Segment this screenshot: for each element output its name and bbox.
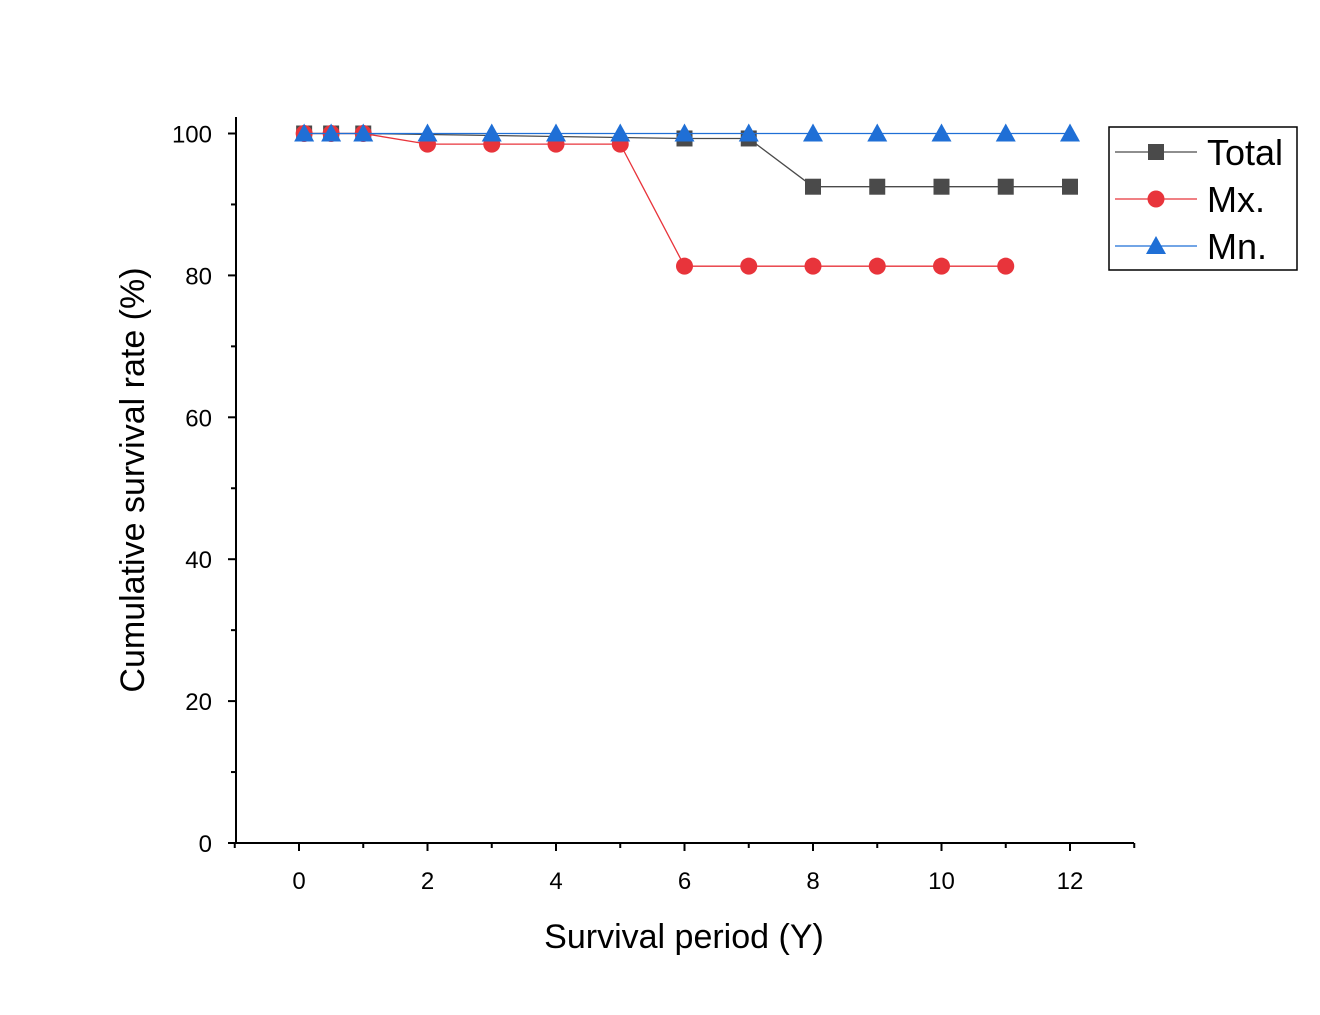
legend: Total Mx. Mn. (1108, 126, 1298, 271)
data-point (610, 123, 631, 142)
data-point (481, 123, 502, 142)
data-point (933, 257, 950, 275)
series-layer (294, 123, 1080, 275)
data-point (803, 123, 823, 142)
legend-marker (1148, 144, 1164, 160)
legend-item: Mn. (1115, 226, 1267, 267)
y-tick-label: 0 (199, 831, 212, 858)
data-point (931, 123, 952, 142)
data-point (995, 123, 1016, 142)
series-mx (295, 125, 1015, 275)
data-point (294, 123, 315, 142)
y-tick-label: 60 (185, 405, 212, 432)
data-point (738, 123, 759, 142)
y-tick-label: 40 (185, 547, 212, 574)
y-tick-label: 80 (185, 263, 212, 290)
data-point (1062, 178, 1078, 195)
data-point (997, 257, 1015, 275)
data-point (546, 123, 566, 142)
y-axis-title: Cumulative survival rate (%) (114, 267, 152, 692)
legend-label: Mn. (1207, 226, 1267, 267)
series-line (304, 132, 1006, 267)
x-axis-title: Survival period (Y) (544, 918, 824, 956)
x-tick-label: 8 (806, 868, 819, 895)
legend-label: Mx. (1207, 179, 1265, 220)
data-point (804, 257, 822, 275)
x-tick-label: 2 (421, 868, 434, 895)
data-point (933, 178, 950, 195)
x-tick-label: 4 (549, 868, 562, 895)
data-point (867, 123, 888, 142)
legend-item: Mx. (1115, 179, 1265, 220)
legend-marker (1146, 236, 1166, 254)
data-point (321, 123, 342, 142)
data-point (676, 257, 693, 275)
series-mn (294, 123, 1080, 142)
x-tick-label: 10 (928, 868, 955, 895)
legend-marker (1147, 190, 1165, 208)
data-point (869, 178, 886, 195)
data-point (740, 257, 758, 275)
data-point (805, 178, 821, 195)
data-point (417, 123, 438, 142)
legend-label: Total (1207, 132, 1283, 173)
data-point (997, 178, 1014, 195)
data-point (868, 257, 886, 275)
axes: 0 2 4 6 8 10 12 0 20 40 60 80 100 (172, 117, 1136, 895)
y-tick-label: 20 (185, 689, 212, 716)
data-point (1060, 123, 1080, 142)
data-point (674, 123, 695, 142)
x-tick-label: 12 (1057, 868, 1084, 895)
x-tick-label: 6 (678, 868, 691, 895)
x-tick-label: 0 (292, 868, 305, 895)
y-tick-label: 100 (172, 122, 212, 149)
legend-item: Total (1115, 132, 1283, 173)
data-point (353, 123, 374, 142)
